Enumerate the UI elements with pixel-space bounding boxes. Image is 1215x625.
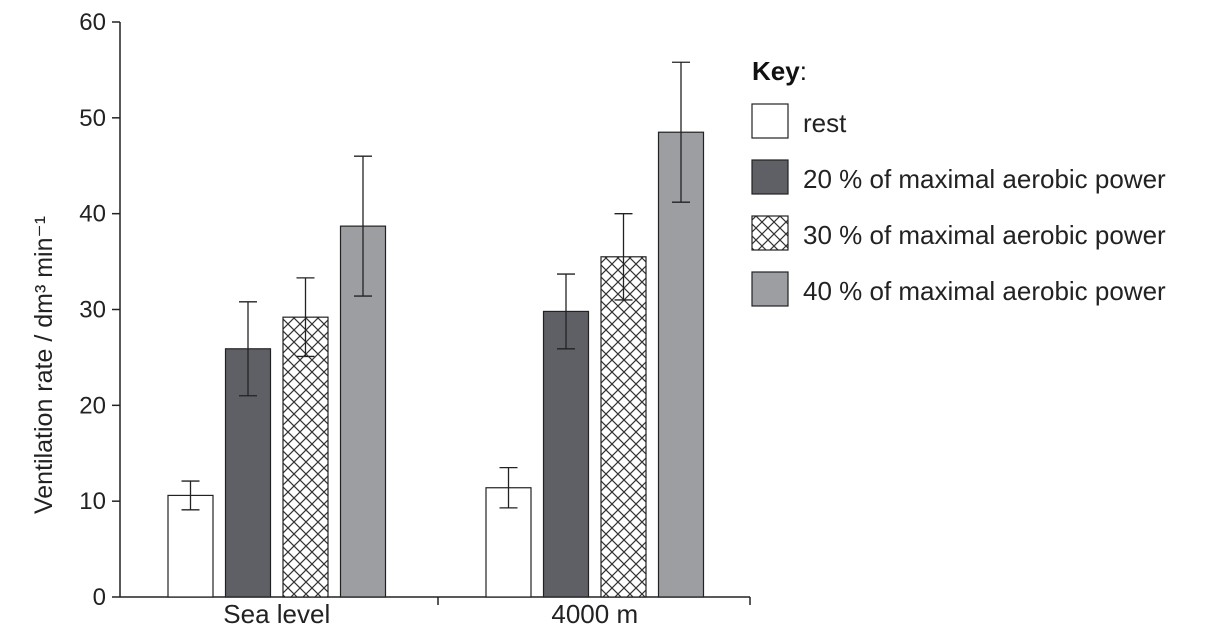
y-tick-label: 20 [79, 392, 106, 419]
y-axis-label: Ventilation rate / dm³ min⁻¹ [30, 216, 58, 514]
y-tick-label: 10 [79, 488, 106, 515]
legend-title-key: Key [752, 56, 800, 86]
legend: Key: rest 20 % of maximal aerobic power 30… [751, 56, 1166, 307]
y-tick-label: 30 [79, 297, 106, 324]
legend-entry-label: 20 % of maximal aerobic power [803, 164, 1166, 194]
axes: 0 10 20 30 40 50 60 Sea level 4000 m [79, 9, 751, 625]
legend-entry-label: 40 % of maximal aerobic power [803, 276, 1166, 306]
legend-swatch [751, 271, 789, 307]
legend-entry-label: rest [803, 108, 847, 138]
legend-swatch [751, 159, 789, 195]
bar [542, 310, 590, 598]
bar [657, 131, 705, 598]
legend-entry-label: 30 % of maximal aerobic power [803, 220, 1166, 250]
legend-swatch [751, 215, 789, 251]
legend-swatch [751, 103, 789, 139]
y-tick-label: 60 [79, 9, 106, 36]
legend-title-colon: : [800, 56, 807, 86]
y-tick-label: 0 [93, 584, 106, 611]
legend-title: Key: [752, 56, 807, 86]
y-tick-label: 50 [79, 105, 106, 132]
bars-group [167, 131, 705, 598]
bar [282, 316, 329, 598]
bar [167, 494, 214, 598]
x-category-label: 4000 m [551, 599, 638, 625]
bar [600, 256, 647, 598]
error-bars-group [181, 61, 690, 511]
x-category-label: Sea level [223, 599, 330, 625]
bar [485, 487, 532, 598]
y-tick-label: 40 [79, 201, 106, 228]
